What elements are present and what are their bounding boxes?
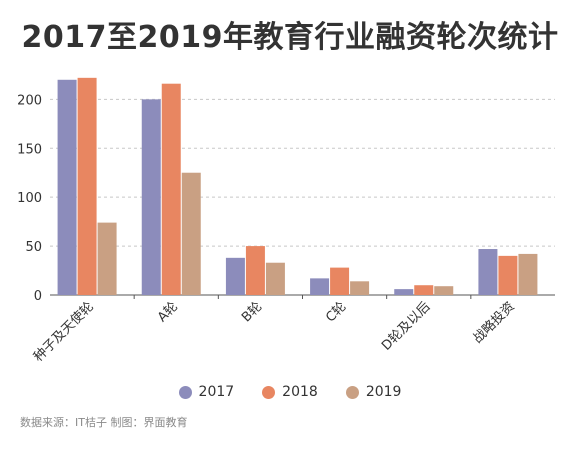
legend-swatch-2017 (178, 385, 192, 399)
bar-2019-3 (350, 281, 370, 295)
legend-label-2019: 2019 (365, 384, 402, 400)
legend-label-2018: 2018 (282, 384, 318, 400)
legend: 2017 2018 2019 (0, 384, 580, 400)
bar-2017-2 (225, 257, 245, 295)
x-tick-label: D轮及以后 (379, 299, 433, 353)
bar-2018-3 (330, 267, 350, 295)
bar-2018-4 (414, 285, 434, 295)
legend-item-2019[interactable]: 2019 (345, 384, 402, 400)
x-tick-label: C轮 (323, 299, 349, 325)
legend-swatch-2019 (345, 385, 359, 399)
bar-2018-0 (77, 77, 97, 296)
bar-2019-0 (97, 222, 117, 295)
bar-2019-2 (265, 262, 285, 295)
bar-2018-2 (245, 246, 265, 295)
bar-2019-5 (518, 253, 538, 295)
bar-2018-5 (498, 255, 518, 295)
x-tick-label: 战略投资 (470, 299, 518, 347)
y-tick-label: 200 (17, 93, 42, 108)
legend-item-2017[interactable]: 2017 (178, 384, 235, 400)
legend-label-2017: 2017 (198, 384, 235, 400)
bar-2019-1 (181, 172, 201, 295)
source-note: 数据来源：IT桔子 制图：界面教育 (20, 416, 188, 429)
bar-2017-4 (394, 289, 414, 295)
y-tick-label: 50 (25, 240, 42, 255)
bar-2017-1 (141, 99, 161, 295)
chart-title: 2017至2019年教育行业融资轮次统计 (21, 20, 559, 55)
bar-2017-3 (310, 278, 330, 295)
legend-swatch-2018 (262, 385, 276, 399)
x-tick-label: A轮 (155, 299, 181, 325)
bar-2019-4 (434, 286, 454, 295)
y-tick-label: 100 (17, 191, 42, 206)
legend-item-2018[interactable]: 2018 (262, 384, 318, 400)
y-tick-label: 0 (34, 289, 42, 304)
bar-2018-1 (161, 83, 181, 296)
bar-2017-0 (57, 79, 77, 295)
y-tick-label: 150 (17, 142, 42, 157)
x-tick-label: 种子及天使轮 (30, 299, 96, 365)
x-tick-label: B轮 (239, 299, 265, 325)
bar-chart: 0 50 100 150 200 种子及天使轮 A轮 B轮 C轮 D轮及以后 战略投资 (17, 77, 555, 365)
bar-2017-5 (478, 249, 498, 295)
